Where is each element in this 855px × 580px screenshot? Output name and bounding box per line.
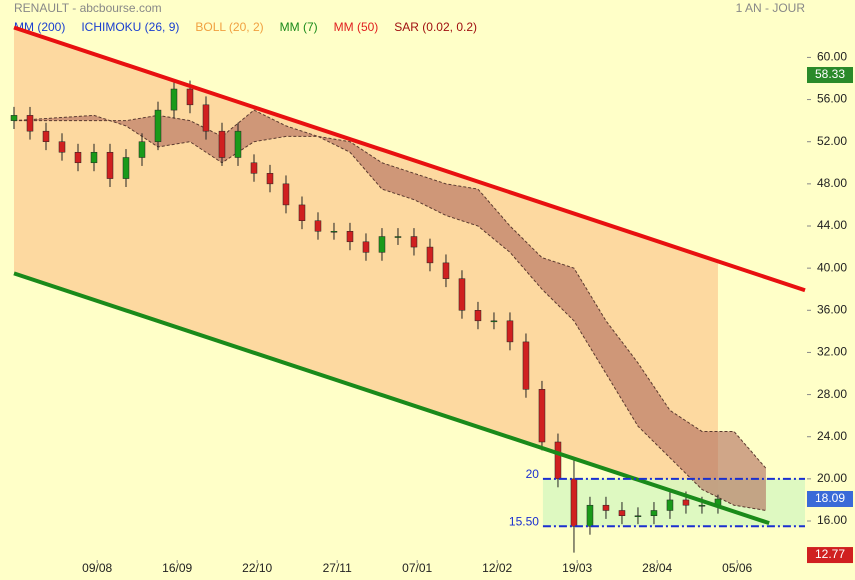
y-tick-label: 16.00 bbox=[817, 513, 847, 527]
x-tick-label: 09/08 bbox=[82, 561, 112, 575]
price-tag bbox=[807, 67, 853, 84]
price-tag bbox=[807, 547, 853, 564]
price-tag bbox=[807, 490, 853, 507]
candle-body bbox=[346, 231, 354, 243]
y-tick-label: 60.00 bbox=[817, 50, 847, 64]
candle-body bbox=[58, 141, 66, 153]
legend-entry: ICHIMOKU (26, 9) bbox=[81, 20, 179, 34]
y-tick-label: 32.00 bbox=[817, 345, 847, 359]
candle-body bbox=[186, 88, 194, 106]
candle-body bbox=[218, 130, 226, 158]
candle-body bbox=[154, 109, 162, 142]
legend-entry: BOLL (20, 2) bbox=[195, 20, 263, 34]
candle-body bbox=[426, 246, 434, 264]
x-tick-label: 19/03 bbox=[562, 561, 592, 575]
y-tick-label: 52.00 bbox=[817, 134, 847, 148]
candle-body bbox=[90, 151, 98, 164]
candle-body bbox=[394, 236, 402, 238]
candle-body bbox=[442, 262, 450, 279]
candle-body bbox=[634, 515, 642, 517]
candle-body bbox=[266, 173, 274, 185]
candle-body bbox=[74, 151, 82, 164]
candle-body bbox=[106, 151, 114, 179]
y-tick-label: 28.00 bbox=[817, 387, 847, 401]
candle-body bbox=[698, 504, 706, 507]
x-tick-label: 16/09 bbox=[162, 561, 192, 575]
cloud-edge bbox=[13, 109, 767, 469]
x-tick-label: 27/11 bbox=[323, 561, 352, 575]
legend-entry: MM (50) bbox=[334, 20, 379, 34]
candle-body bbox=[458, 278, 466, 311]
candle-body bbox=[506, 320, 514, 343]
candle-body bbox=[122, 157, 130, 179]
candle-body bbox=[26, 115, 34, 132]
bollinger-band bbox=[14, 27, 718, 507]
x-tick-label: 07/01 bbox=[402, 561, 432, 575]
candle-body bbox=[10, 115, 18, 121]
candle-body bbox=[474, 310, 482, 322]
candle-body bbox=[410, 236, 418, 248]
price-tag-label: 12.77 bbox=[815, 547, 845, 561]
x-tick-label: 12/02 bbox=[482, 561, 512, 575]
candle-body bbox=[378, 236, 386, 253]
candle-body bbox=[250, 162, 258, 174]
candle-body bbox=[570, 478, 578, 527]
candle-body bbox=[554, 441, 562, 480]
candle-body bbox=[202, 104, 210, 132]
candle-body bbox=[602, 504, 610, 511]
chart-title: RENAULT - abcbourse.com bbox=[14, 1, 162, 15]
price-tag-label: 58.33 bbox=[815, 67, 845, 81]
candle-body bbox=[314, 220, 322, 232]
candle-body bbox=[234, 130, 242, 158]
cloud-edge bbox=[14, 120, 767, 511]
candle-body bbox=[682, 499, 690, 506]
x-tick-label: 22/10 bbox=[242, 561, 272, 575]
legend-entry: MM (7) bbox=[280, 20, 318, 34]
legend-entry: SAR (0.02, 0.2) bbox=[394, 20, 477, 34]
y-tick-label: 40.00 bbox=[817, 260, 847, 274]
candle-body bbox=[330, 231, 338, 233]
candle-body bbox=[298, 204, 306, 221]
y-tick-label: 24.00 bbox=[817, 429, 847, 443]
candle-body bbox=[650, 510, 658, 516]
trend-line bbox=[13, 25, 806, 293]
candle-body bbox=[618, 510, 626, 516]
x-tick-label: 28/04 bbox=[642, 561, 672, 575]
candle-body bbox=[42, 130, 50, 142]
price-tag-label: 18.09 bbox=[815, 491, 845, 505]
candle-body bbox=[522, 341, 530, 390]
y-tick-label: 36.00 bbox=[817, 302, 847, 316]
chart-subtitle: 1 AN - JOUR bbox=[736, 1, 806, 15]
candle-body bbox=[170, 88, 178, 111]
x-tick-label: 05/06 bbox=[722, 561, 752, 575]
candle-body bbox=[666, 499, 674, 511]
candle-body bbox=[138, 141, 146, 158]
y-tick-label: 56.00 bbox=[817, 92, 847, 106]
candle-body bbox=[282, 183, 290, 206]
trend-line bbox=[13, 271, 770, 526]
candle-body bbox=[538, 389, 546, 443]
y-tick-label: 20.00 bbox=[817, 471, 847, 485]
y-tick-label: 44.00 bbox=[817, 218, 847, 232]
level-label: 20 bbox=[526, 467, 540, 481]
candle-body bbox=[586, 504, 594, 527]
candle-body bbox=[490, 320, 498, 323]
ichimoku-cloud bbox=[14, 110, 766, 511]
candle-body bbox=[362, 241, 370, 253]
level-label: 15.50 bbox=[509, 514, 539, 528]
y-tick-label: 48.00 bbox=[817, 176, 847, 190]
